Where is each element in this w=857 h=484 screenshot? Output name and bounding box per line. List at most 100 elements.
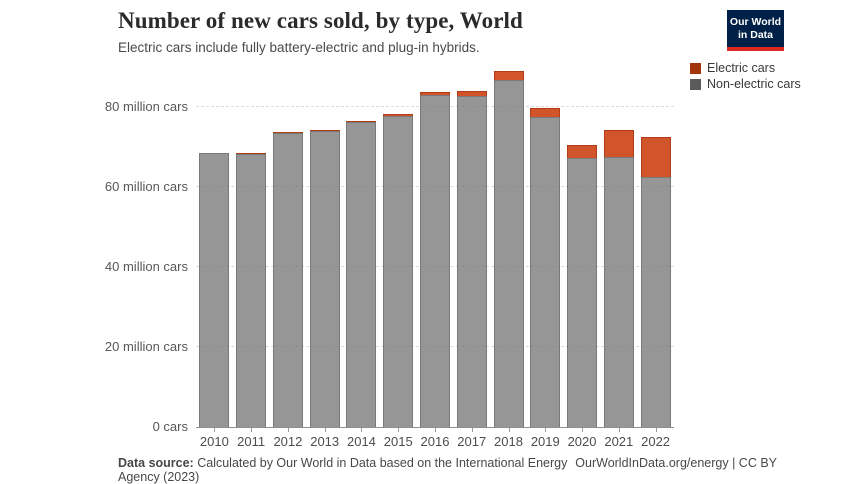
x-axis-tick xyxy=(434,428,436,432)
x-axis-label: 2022 xyxy=(641,434,671,449)
bar-stack[interactable] xyxy=(493,71,524,427)
legend-swatch-non-electric-cars xyxy=(690,78,701,90)
x-axis-tick xyxy=(655,428,657,432)
legend-item[interactable]: Electric cars xyxy=(690,60,801,76)
bar-column-2017: 2017 xyxy=(453,59,490,449)
bar-stack[interactable] xyxy=(272,132,303,427)
bar-stack[interactable] xyxy=(456,91,487,427)
bar-stack[interactable] xyxy=(567,145,598,427)
owid-logo-line1: Our World xyxy=(729,15,782,28)
bars-container: 2010 2011 2012 2013 2014 2015 2016 2017 2018 2019… xyxy=(196,59,674,449)
x-axis-label: 2014 xyxy=(346,434,376,449)
x-axis-tick xyxy=(398,428,400,432)
bar-segment-electric[interactable] xyxy=(346,120,377,123)
data-source-label: Data source: xyxy=(118,456,194,470)
x-axis-tick xyxy=(251,428,253,432)
x-axis-tick xyxy=(361,428,363,432)
bar-column-2010: 2010 xyxy=(196,59,233,449)
y-axis-tick-label: 80 million cars xyxy=(104,99,188,114)
data-source-text: Calculated by Our World in Data based on… xyxy=(118,456,568,484)
bar-column-2019: 2019 xyxy=(527,59,564,449)
x-axis-label: 2021 xyxy=(604,434,634,449)
legend-label: Electric cars xyxy=(707,61,776,75)
x-axis-tick xyxy=(508,428,510,432)
bar-segment-electric[interactable] xyxy=(567,145,598,158)
x-axis-label: 2013 xyxy=(310,434,340,449)
bar-column-2022: 2022 xyxy=(637,59,674,449)
legend-item[interactable]: Non-electric cars xyxy=(690,76,801,92)
x-axis-tick xyxy=(618,428,620,432)
y-axis-tick-label: 0 cars xyxy=(152,419,188,434)
x-axis-label: 2010 xyxy=(199,434,229,449)
bar-stack[interactable] xyxy=(383,113,414,427)
x-axis-label: 2011 xyxy=(237,434,266,449)
bar-stack[interactable] xyxy=(530,108,561,427)
bar-stack[interactable] xyxy=(236,153,267,427)
legend: Electric cars Non-electric cars xyxy=(690,60,801,92)
x-axis-line xyxy=(196,427,674,428)
chart-title: Number of new cars sold, by type, World xyxy=(118,8,523,33)
bar-segment-non-electric[interactable] xyxy=(309,131,340,427)
bar-column-2014: 2014 xyxy=(343,59,380,449)
x-axis-label: 2020 xyxy=(567,434,597,449)
bar-segment-electric[interactable] xyxy=(272,132,303,134)
bar-segment-non-electric[interactable] xyxy=(236,154,267,427)
bar-column-2013: 2013 xyxy=(306,59,343,449)
bar-segment-non-electric[interactable] xyxy=(493,79,524,427)
bar-stack[interactable] xyxy=(199,152,230,427)
bar-column-2011: 2011 xyxy=(233,59,270,449)
chart-footer: Data source: Calculated by Our World in … xyxy=(118,456,777,484)
bar-segment-electric[interactable] xyxy=(236,153,267,155)
bar-column-2020: 2020 xyxy=(564,59,601,449)
bar-segment-electric[interactable] xyxy=(640,136,671,178)
bar-column-2021: 2021 xyxy=(600,59,637,449)
bar-segment-non-electric[interactable] xyxy=(272,133,303,427)
x-axis-label: 2017 xyxy=(457,434,487,449)
bar-stack[interactable] xyxy=(603,130,634,427)
bar-segment-non-electric[interactable] xyxy=(199,152,230,427)
x-axis-tick xyxy=(287,428,289,432)
bar-segment-electric[interactable] xyxy=(309,130,340,131)
x-axis-label: 2016 xyxy=(420,434,450,449)
bar-segment-non-electric[interactable] xyxy=(567,157,598,427)
chart-subtitle: Electric cars include fully battery-elec… xyxy=(118,40,480,55)
bar-segment-non-electric[interactable] xyxy=(419,95,450,427)
bar-segment-electric[interactable] xyxy=(603,130,634,157)
bar-segment-electric[interactable] xyxy=(383,113,414,116)
license-link[interactable]: OurWorldInData.org/energy | CC BY xyxy=(575,456,777,470)
x-axis-tick xyxy=(545,428,547,432)
bar-segment-non-electric[interactable] xyxy=(603,157,634,427)
bar-column-2016: 2016 xyxy=(417,59,454,449)
bar-stack[interactable] xyxy=(346,120,377,427)
bar-segment-non-electric[interactable] xyxy=(530,117,561,427)
bar-segment-non-electric[interactable] xyxy=(346,122,377,427)
bar-segment-electric[interactable] xyxy=(419,92,450,95)
owid-logo[interactable]: Our World in Data xyxy=(727,10,784,51)
legend-swatch-electric-cars xyxy=(690,62,701,74)
x-axis-label: 2012 xyxy=(273,434,303,449)
bar-segment-electric[interactable] xyxy=(493,71,524,80)
bar-segment-non-electric[interactable] xyxy=(383,115,414,427)
bar-stack[interactable] xyxy=(640,136,671,427)
bar-segment-electric[interactable] xyxy=(530,108,561,117)
x-axis-label: 2015 xyxy=(383,434,413,449)
bar-stack[interactable] xyxy=(419,92,450,427)
bar-column-2018: 2018 xyxy=(490,59,527,449)
bar-segment-non-electric[interactable] xyxy=(640,177,671,427)
x-axis-tick xyxy=(471,428,473,432)
bar-segment-non-electric[interactable] xyxy=(456,96,487,427)
bar-stack[interactable] xyxy=(309,130,340,427)
plot-area: 2010 2011 2012 2013 2014 2015 2016 2017 2018 2019… xyxy=(196,59,674,449)
owid-logo-line2: in Data xyxy=(737,28,773,41)
x-axis-tick xyxy=(582,428,584,432)
y-axis-tick-label: 20 million cars xyxy=(104,339,188,354)
x-axis-tick xyxy=(214,428,216,432)
x-axis-tick xyxy=(324,428,326,432)
y-axis-tick-label: 40 million cars xyxy=(104,259,188,274)
bar-column-2015: 2015 xyxy=(380,59,417,449)
legend-label: Non-electric cars xyxy=(707,77,801,91)
x-axis-label: 2019 xyxy=(530,434,560,449)
bar-segment-electric[interactable] xyxy=(456,91,487,97)
x-axis-label: 2018 xyxy=(494,434,523,449)
